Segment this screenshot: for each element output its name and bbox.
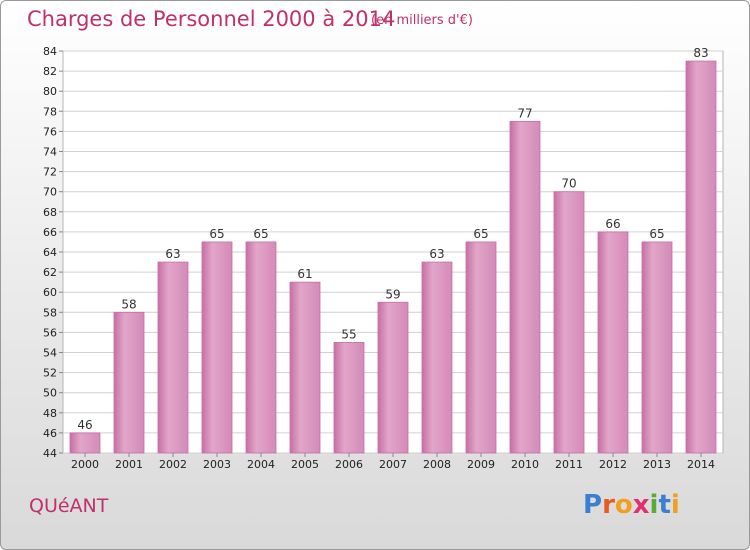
logo-letter: P bbox=[583, 490, 603, 520]
x-axis-ticks: 2000 2001 2002 2003 2004 2005 2006 2007 2008 2009… bbox=[71, 453, 715, 471]
x-tick-label: 2011 bbox=[555, 458, 583, 471]
bar bbox=[509, 120, 541, 454]
bar-value-label: 70 bbox=[561, 177, 576, 191]
bar-value-label: 65 bbox=[253, 227, 268, 241]
bar-value-label: 63 bbox=[429, 247, 444, 261]
y-tick-label: 48 bbox=[43, 407, 57, 420]
y-tick-label: 54 bbox=[43, 347, 57, 360]
logo-letter: i bbox=[670, 490, 680, 520]
x-tick-label: 2010 bbox=[511, 458, 539, 471]
bar bbox=[377, 301, 409, 454]
y-tick-label: 60 bbox=[43, 286, 57, 299]
bar-value-label: 58 bbox=[121, 297, 136, 311]
x-tick-label: 2000 bbox=[71, 458, 99, 471]
x-tick-label: 2005 bbox=[291, 458, 319, 471]
bar-value-label: 61 bbox=[297, 267, 312, 281]
bar bbox=[641, 241, 673, 454]
y-tick-label: 44 bbox=[43, 447, 57, 460]
proxiti-logo: Proxiti bbox=[583, 490, 680, 520]
y-tick-label: 74 bbox=[43, 146, 57, 159]
y-tick-label: 50 bbox=[43, 387, 57, 400]
x-tick-label: 2002 bbox=[159, 458, 187, 471]
x-tick-label: 2014 bbox=[687, 458, 715, 471]
y-tick-label: 76 bbox=[43, 125, 57, 138]
bar-value-label: 59 bbox=[385, 287, 400, 301]
y-tick-label: 66 bbox=[43, 226, 57, 239]
bar-value-label: 77 bbox=[517, 106, 532, 120]
bar bbox=[113, 311, 145, 454]
logo-letter: t bbox=[658, 490, 671, 520]
bar-value-label: 83 bbox=[693, 46, 708, 60]
x-tick-label: 2009 bbox=[467, 458, 495, 471]
bar bbox=[685, 60, 717, 454]
bar bbox=[333, 342, 365, 454]
bar-value-label: 65 bbox=[649, 227, 664, 241]
bar bbox=[553, 191, 585, 454]
bar bbox=[201, 241, 233, 454]
town-name: QUéANT bbox=[29, 495, 109, 517]
x-tick-label: 2004 bbox=[247, 458, 275, 471]
x-tick-label: 2003 bbox=[203, 458, 231, 471]
chart-subtitle: (en milliers d'€) bbox=[371, 13, 473, 28]
x-tick-label: 2012 bbox=[599, 458, 627, 471]
y-tick-label: 46 bbox=[43, 427, 57, 440]
bar bbox=[69, 432, 101, 454]
y-tick-label: 68 bbox=[43, 206, 57, 219]
x-tick-label: 2008 bbox=[423, 458, 451, 471]
x-tick-label: 2007 bbox=[379, 458, 407, 471]
x-tick-label: 2001 bbox=[115, 458, 143, 471]
y-tick-label: 56 bbox=[43, 326, 57, 339]
bar-value-label: 55 bbox=[341, 327, 356, 341]
y-tick-label: 82 bbox=[43, 65, 57, 78]
y-tick-label: 70 bbox=[43, 186, 57, 199]
x-tick-label: 2013 bbox=[643, 458, 671, 471]
logo-letter: o bbox=[614, 490, 633, 520]
x-tick-label: 2006 bbox=[335, 458, 363, 471]
bar bbox=[157, 261, 189, 454]
y-tick-label: 84 bbox=[43, 45, 57, 58]
y-tick-label: 80 bbox=[43, 85, 57, 98]
logo-letter: x bbox=[632, 490, 650, 520]
bar bbox=[289, 281, 321, 454]
y-tick-label: 52 bbox=[43, 367, 57, 380]
bar-value-label: 46 bbox=[77, 418, 92, 432]
chart-title: Charges de Personnel 2000 à 2014 bbox=[27, 7, 396, 31]
y-tick-label: 58 bbox=[43, 306, 57, 319]
bar-value-label: 63 bbox=[165, 247, 180, 261]
y-axis-ticks: 44 46 48 50 52 54 56 58 60 62 64 66 68 70 72 74 76 78 80 82… bbox=[43, 45, 63, 460]
y-tick-label: 62 bbox=[43, 266, 57, 279]
y-tick-label: 64 bbox=[43, 246, 57, 259]
bar bbox=[597, 231, 629, 454]
logo-letter: r bbox=[602, 490, 615, 520]
bar-value-label: 65 bbox=[473, 227, 488, 241]
bar-value-label: 66 bbox=[605, 217, 620, 231]
bar bbox=[245, 241, 277, 454]
bar bbox=[421, 261, 453, 454]
bar bbox=[465, 241, 497, 454]
logo-letter: i bbox=[649, 490, 659, 520]
bar-value-label: 65 bbox=[209, 227, 224, 241]
y-tick-label: 72 bbox=[43, 166, 57, 179]
y-tick-label: 78 bbox=[43, 105, 57, 118]
